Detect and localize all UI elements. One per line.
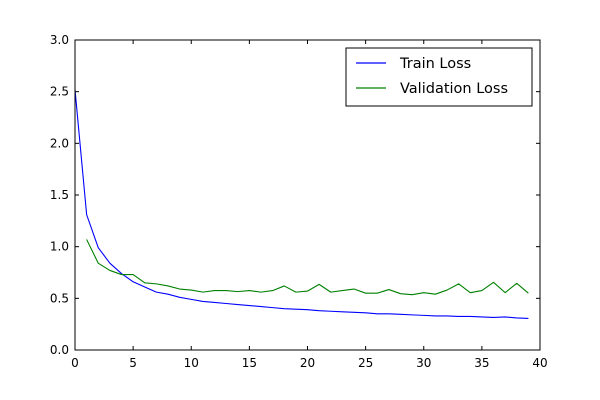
series-line-validation-loss — [86, 239, 529, 296]
x-tick-label: 10 — [184, 356, 199, 370]
legend: Train Loss Validation Loss — [345, 47, 533, 107]
x-tick-label: 0 — [71, 356, 79, 370]
plot-lines — [74, 89, 529, 320]
x-tick-label: 35 — [474, 356, 489, 370]
series-line-train-loss — [74, 89, 529, 320]
y-tick-label: 0.0 — [50, 343, 69, 357]
x-tick-label: 15 — [242, 356, 257, 370]
x-tick-label: 5 — [129, 356, 137, 370]
y-tick-label: 1.0 — [50, 240, 69, 254]
y-tick-label: 2.0 — [50, 136, 69, 150]
y-tick-label: 1.5 — [50, 188, 69, 202]
x-tick-label: 30 — [416, 356, 431, 370]
y-tick-label: 2.5 — [50, 85, 69, 99]
legend-box — [345, 47, 533, 107]
x-axis: 0 5 10 15 20 25 30 35 40 — [71, 40, 548, 370]
legend-label-train-loss: Train Loss — [399, 56, 471, 72]
x-tick-label: 25 — [358, 356, 373, 370]
y-tick-label: 3.0 — [50, 33, 69, 47]
y-tick-label: 0.5 — [50, 291, 69, 305]
x-tick-label: 40 — [532, 356, 547, 370]
x-tick-label: 20 — [300, 356, 315, 370]
legend-label-validation-loss: Validation Loss — [400, 81, 508, 97]
y-axis: 0.0 0.5 1.0 1.5 2.0 2.5 3.0 — [50, 33, 540, 357]
